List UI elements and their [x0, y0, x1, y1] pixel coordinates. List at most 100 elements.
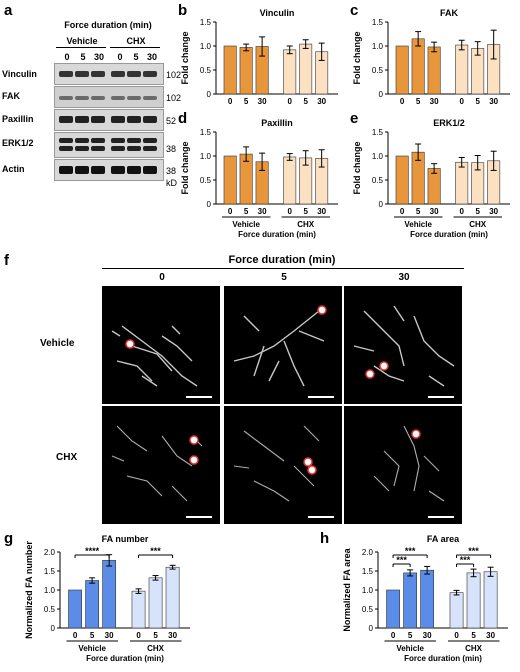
- chart-title: FAK: [440, 8, 459, 18]
- group-label: Vehicle: [404, 220, 432, 229]
- bar: [68, 589, 82, 629]
- bar: [283, 49, 297, 95]
- x-tick-label: 0: [287, 97, 292, 106]
- blot-marker: 38: [166, 144, 177, 154]
- blot-time: 5: [133, 52, 139, 62]
- y-axis-label: Normalized FA area: [342, 547, 352, 631]
- bar: [165, 566, 180, 629]
- x-tick-label: 0: [391, 631, 396, 640]
- x-tick-label: 30: [430, 207, 439, 216]
- blot-marker: 102: [166, 93, 182, 103]
- y-tick-label: 1.0: [200, 42, 212, 51]
- x-tick-label: 5: [475, 207, 480, 216]
- x-tick-label: 5: [303, 97, 308, 106]
- chart-fak: FAK Fold change 0 0.5 1.0 1.5 0 5 30 0 5 30: [352, 8, 510, 106]
- bar: [223, 45, 237, 95]
- x-tick-label: 0: [228, 97, 233, 106]
- x-tick-label: 0: [287, 207, 292, 216]
- x-tick-label: 0: [73, 631, 78, 640]
- micro-image: [224, 406, 342, 524]
- chart-fa-area: FA area Normalized FA area 0 0.5 1.0 1.5 2.0 0 5…: [342, 534, 508, 663]
- y-tick-label: 0.5: [200, 66, 212, 75]
- panel-letter-c: c: [350, 2, 359, 19]
- chart-title: FA number: [102, 534, 149, 544]
- y-tick-label: 0: [207, 90, 212, 99]
- x-axis-label: Force duration (min): [238, 230, 316, 239]
- x-tick-label: 30: [317, 97, 326, 106]
- y-tick-label: 0.5: [372, 176, 384, 185]
- y-axis-label: Fold change: [180, 31, 190, 84]
- x-tick-label: 5: [471, 631, 476, 640]
- y-tick-label: 0: [379, 200, 384, 209]
- blot-strip-paxillin: [54, 109, 164, 131]
- blot-group-chx: CHX: [126, 36, 146, 46]
- x-tick-label: 5: [153, 631, 158, 640]
- chart-erk: ERK1/2 Fold change 0 0.5 1.0 1.5 0 5 30 0 5 30 Vehic…: [352, 118, 510, 239]
- micro-image: [224, 286, 342, 404]
- bar: [283, 156, 297, 205]
- y-axis-label: Normalized FA number: [24, 541, 34, 639]
- y-tick-label: 1.0: [44, 586, 56, 595]
- x-axis-label: Force duration (min): [86, 654, 164, 663]
- chart-title: Vinculin: [260, 8, 295, 18]
- panel-letter-f: f: [4, 252, 9, 269]
- bar: [427, 46, 441, 95]
- chart-title: FA area: [427, 534, 460, 544]
- blot-row-label: Paxillin: [2, 114, 34, 124]
- x-tick-label: 0: [400, 207, 405, 216]
- bar: [395, 155, 409, 205]
- x-tick-label: 30: [317, 207, 326, 216]
- y-tick-label: 1.0: [362, 586, 374, 595]
- micro-col-label: 30: [398, 272, 410, 283]
- blot-marker: 102: [166, 70, 182, 80]
- bar: [466, 572, 481, 629]
- group-label: CHX: [469, 220, 487, 229]
- blot-time: 30: [93, 52, 104, 62]
- y-tick-label: 1.0: [372, 152, 384, 161]
- y-tick-label: 0: [51, 624, 56, 633]
- bar: [395, 45, 409, 95]
- x-tick-label: 30: [105, 631, 114, 640]
- blot-strip-actin: [54, 159, 164, 181]
- bar: [427, 168, 441, 205]
- x-tick-label: 30: [430, 97, 439, 106]
- y-tick-label: 1.0: [372, 42, 384, 51]
- bar: [239, 47, 253, 95]
- micro-col-label: 0: [159, 272, 165, 283]
- group-label: CHX: [465, 644, 483, 653]
- y-tick-label: 0: [207, 200, 212, 209]
- y-tick-label: 1.5: [372, 18, 384, 27]
- micro-image: [344, 286, 462, 404]
- bar: [102, 560, 117, 629]
- significance-label: ***: [460, 555, 471, 565]
- y-tick-label: 2.0: [362, 548, 374, 557]
- x-tick-label: 30: [486, 631, 495, 640]
- bar: [386, 589, 400, 629]
- bar: [455, 161, 469, 205]
- micro-col-label: 5: [281, 272, 287, 283]
- bar: [411, 38, 425, 95]
- blot-time: 5: [80, 52, 86, 62]
- group-label: CHX: [147, 644, 165, 653]
- group-label: Vehicle: [232, 220, 260, 229]
- y-tick-label: 0.5: [362, 605, 374, 614]
- x-tick-label: 30: [489, 97, 498, 106]
- x-tick-label: 0: [228, 207, 233, 216]
- x-tick-label: 30: [423, 631, 432, 640]
- x-tick-label: 0: [400, 97, 405, 106]
- group-label: CHX: [297, 220, 315, 229]
- y-tick-label: 1.5: [200, 18, 212, 27]
- micro-row-label: CHX: [56, 452, 78, 463]
- panel-letter-g: g: [4, 530, 14, 547]
- group-label: Vehicle: [78, 644, 106, 653]
- y-tick-label: 1.5: [200, 128, 212, 137]
- blot-strip-vinculin: [54, 63, 164, 85]
- y-tick-label: 0.5: [44, 605, 56, 614]
- bar: [299, 43, 313, 95]
- chart-fa-number: FA number Normalized FA number 0 0.5 1.0 1.5 2…: [24, 534, 190, 663]
- x-tick-label: 5: [303, 207, 308, 216]
- chart-title: Paxillin: [261, 118, 293, 128]
- bar: [455, 44, 469, 95]
- bar: [131, 590, 146, 629]
- x-axis-label: Force duration (min): [410, 230, 488, 239]
